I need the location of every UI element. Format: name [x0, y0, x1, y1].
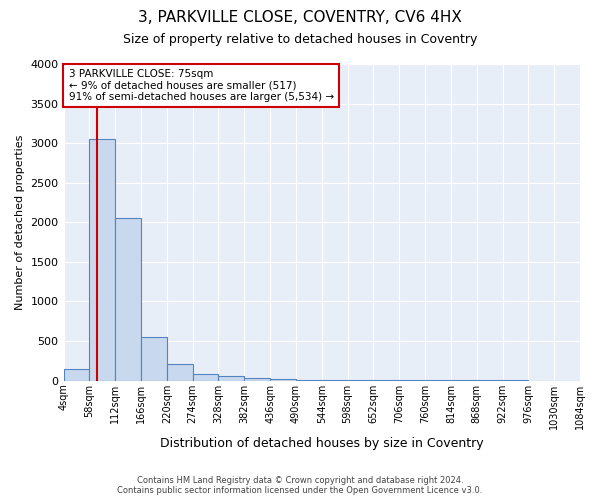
X-axis label: Distribution of detached houses by size in Coventry: Distribution of detached houses by size …	[160, 437, 484, 450]
Bar	[193, 374, 218, 380]
Text: 3 PARKVILLE CLOSE: 75sqm
← 9% of detached houses are smaller (517)
91% of semi-d: 3 PARKVILLE CLOSE: 75sqm ← 9% of detache…	[69, 68, 334, 102]
Y-axis label: Number of detached properties: Number of detached properties	[15, 134, 25, 310]
Bar	[141, 338, 167, 380]
Text: Size of property relative to detached houses in Coventry: Size of property relative to detached ho…	[123, 32, 477, 46]
Bar	[244, 378, 270, 380]
Bar	[115, 218, 141, 380]
Bar	[89, 139, 115, 380]
Text: 3, PARKVILLE CLOSE, COVENTRY, CV6 4HX: 3, PARKVILLE CLOSE, COVENTRY, CV6 4HX	[138, 10, 462, 25]
Bar	[64, 369, 89, 380]
Bar	[167, 364, 193, 380]
Bar	[218, 376, 244, 380]
Text: Contains HM Land Registry data © Crown copyright and database right 2024.
Contai: Contains HM Land Registry data © Crown c…	[118, 476, 482, 495]
